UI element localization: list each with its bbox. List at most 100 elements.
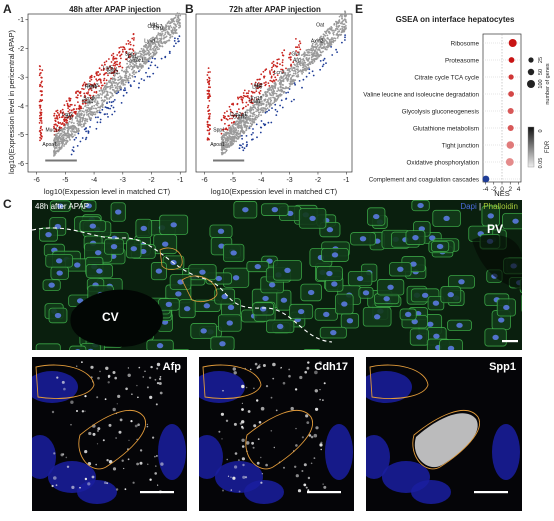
dapi-nucleus	[156, 343, 164, 349]
gene-point	[135, 57, 138, 60]
gene-point	[254, 81, 257, 84]
gene-point	[225, 127, 228, 130]
gene-point	[310, 51, 313, 54]
gene-point	[84, 127, 87, 130]
dapi-nucleus	[346, 318, 354, 324]
gene-point	[174, 24, 177, 27]
gene-point	[269, 98, 272, 101]
rna-spot	[105, 366, 109, 370]
gene-point	[244, 110, 247, 113]
gene-point	[164, 33, 166, 36]
gene-point	[147, 43, 150, 45]
gene-point	[156, 46, 159, 49]
gene-point	[160, 42, 163, 44]
panel-a-ylabel: log10(Expression level in pericentral AP…	[7, 29, 16, 174]
gene-point	[310, 58, 313, 61]
stain-dapi: Dapi	[460, 202, 477, 211]
gene-point	[265, 108, 268, 111]
gene-point	[341, 27, 344, 30]
gene-point	[331, 54, 334, 56]
gene-point	[322, 36, 325, 39]
gene-point	[244, 113, 247, 116]
rna-spot	[70, 400, 74, 404]
gene-point	[106, 94, 109, 96]
gene-point	[257, 82, 260, 84]
rna-spot	[61, 380, 65, 384]
rna-spot	[99, 370, 101, 373]
dapi-nucleus	[242, 207, 249, 213]
gene-point	[315, 57, 318, 59]
gene-point	[274, 108, 277, 111]
gene-point	[240, 124, 243, 127]
rna-spot	[234, 452, 238, 455]
gene-point	[60, 140, 63, 143]
gene-point	[137, 86, 140, 89]
gene-point	[83, 122, 86, 125]
gene-point	[281, 89, 284, 92]
inset-cdh17-cell-outline-1	[202, 364, 262, 399]
gene-point	[63, 104, 66, 106]
gene-point	[234, 131, 237, 134]
gene-point	[101, 93, 103, 96]
dapi-nucleus	[232, 275, 240, 281]
rna-spot	[320, 448, 322, 451]
gene-point	[252, 128, 254, 130]
dapi-nucleus	[199, 435, 223, 479]
gene-point	[92, 86, 95, 88]
gene-point	[207, 71, 210, 74]
gene-point	[61, 130, 64, 133]
gene-point	[336, 37, 339, 39]
gene-point	[260, 114, 262, 117]
gene-point	[230, 127, 233, 130]
gene-point	[294, 72, 297, 75]
dapi-nucleus	[219, 341, 226, 347]
gene-point	[325, 32, 328, 35]
dapi-nucleus	[244, 480, 284, 504]
gene-point	[246, 109, 249, 112]
x-tick-label: -5	[62, 177, 68, 184]
panel-a-xlabel: log10(Expession level in matched CT)	[44, 187, 171, 196]
gene-point	[260, 107, 263, 109]
gene-point	[280, 99, 283, 102]
gene-point	[226, 118, 229, 121]
gene-point	[270, 76, 273, 79]
rna-spot	[306, 421, 310, 424]
gene-point	[255, 90, 258, 92]
gene-point	[38, 130, 41, 133]
gene-point	[131, 48, 134, 51]
gene-point	[314, 46, 317, 48]
gene-point	[145, 58, 148, 61]
gene-point	[227, 132, 229, 135]
size-legend-dot	[527, 68, 535, 76]
gene-point	[231, 137, 233, 140]
gene-point	[281, 51, 284, 54]
gene-point	[103, 77, 106, 80]
rna-spot	[308, 434, 312, 437]
gene-point	[322, 59, 325, 62]
gene-point	[65, 134, 68, 137]
rna-spot	[90, 365, 94, 369]
gene-point	[132, 49, 135, 52]
gene-point	[308, 66, 310, 69]
gene-point	[229, 126, 232, 128]
gene-point	[179, 26, 182, 28]
gene-point	[270, 89, 273, 92]
gene-point	[139, 55, 142, 58]
gene-point	[122, 46, 125, 49]
gene-point	[112, 71, 115, 74]
gene-point	[307, 58, 310, 60]
x-tick-label: -2	[315, 177, 321, 184]
gene-point	[341, 20, 344, 23]
gene-point	[291, 75, 294, 78]
gene-point	[126, 62, 128, 65]
gene-point	[103, 61, 106, 64]
gene-point	[114, 61, 117, 64]
gene-point	[285, 86, 287, 88]
gene-point	[114, 84, 116, 87]
gene-point	[241, 129, 243, 132]
gene-point	[266, 107, 269, 110]
gene-point	[145, 53, 148, 56]
dapi-nucleus	[323, 311, 330, 318]
rna-spot	[295, 444, 298, 447]
